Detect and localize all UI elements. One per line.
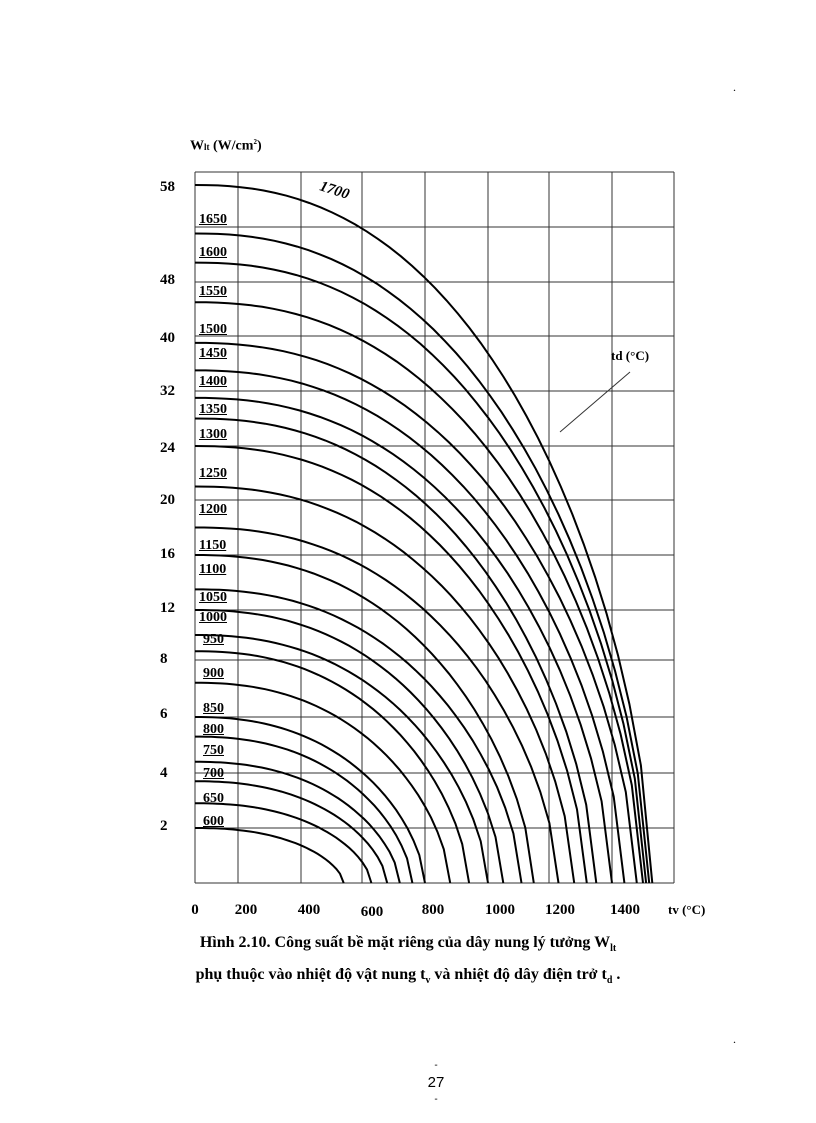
- curve-label: 1350: [199, 402, 227, 417]
- y-axis-title-end: ): [256, 138, 262, 154]
- curve-label: 1600: [199, 245, 227, 260]
- curve-label: 600: [203, 814, 224, 829]
- y-tick: 16: [160, 546, 175, 562]
- y-axis-title-sup: 2: [253, 138, 257, 146]
- curve-td-600: [195, 827, 345, 884]
- y-tick: 8: [160, 651, 168, 667]
- curve-td-1500: [195, 341, 638, 884]
- curve-label: 900: [203, 666, 224, 681]
- td-leader-line: [559, 371, 631, 433]
- caption-sub: v: [425, 975, 431, 987]
- curve-td-850: [195, 716, 426, 884]
- curve-label: 1200: [199, 502, 227, 517]
- curve-td-1700: [194, 184, 654, 884]
- curve-label: 700: [203, 766, 224, 781]
- curve-label: 800: [203, 722, 224, 737]
- y-tick: 4: [160, 765, 168, 781]
- caption-text: .: [612, 966, 621, 983]
- curve-label: 750: [203, 743, 224, 758]
- curve-td-1450: [195, 369, 626, 884]
- curve-td-800: [195, 735, 414, 884]
- grid-lines: [194, 171, 675, 884]
- curve-td-1150: [195, 554, 535, 884]
- curve-label: 1650: [199, 212, 227, 227]
- y-tick: 24: [160, 440, 175, 456]
- y-axis-title-unit: (W/cm: [209, 138, 254, 154]
- curve-label: 1150: [199, 538, 227, 553]
- y-tick: 48: [160, 272, 175, 288]
- curve-label: 1500: [199, 322, 227, 337]
- page-dot-top: .: [733, 80, 736, 94]
- curve-td-900: [195, 681, 452, 884]
- curve-label: 1000: [199, 610, 227, 625]
- y-tick: 6: [160, 706, 168, 722]
- curve-td-1650: [194, 232, 651, 884]
- x-axis-unit-label: tv (°C): [668, 902, 706, 917]
- curve-label: 650: [203, 791, 224, 806]
- caption-sub: d: [606, 975, 613, 987]
- curve-label: 1400: [199, 374, 227, 389]
- curve-td-1550: [195, 301, 644, 884]
- y-axis-title: Wlt (W/cm2): [190, 138, 262, 155]
- x-tick: 800: [421, 902, 445, 918]
- curve-td-1400: [195, 396, 613, 884]
- caption-text: và nhiệt độ dây điện trở t: [430, 966, 607, 983]
- caption-sub: lt: [610, 943, 617, 955]
- y-axis-title-sub: lt: [204, 141, 210, 152]
- x-tick: 200: [234, 902, 258, 918]
- figure-caption-line-1: Hình 2.10. Công suất bề mặt riêng của dâ…: [0, 934, 816, 954]
- curve-label: 1550: [199, 284, 227, 299]
- curve-td-1250: [194, 485, 576, 884]
- y-tick: 20: [160, 492, 175, 508]
- page-dash-top: -: [434, 1060, 438, 1071]
- x-tick: 600: [360, 904, 384, 920]
- page-dash-bottom: -: [434, 1094, 438, 1105]
- curve-td-1350: [194, 417, 598, 884]
- curve-label: 1450: [199, 346, 227, 361]
- x-tick: 1000: [485, 902, 515, 918]
- curve-td-1100: [195, 588, 523, 884]
- y-tick: 12: [160, 600, 175, 616]
- y-tick: 2: [160, 818, 168, 834]
- caption-text: phụ thuộc vào nhiệt độ vật nung t: [195, 966, 426, 983]
- y-tick: 40: [160, 330, 175, 346]
- figure-caption-line-2: phụ thuộc vào nhiệt độ vật nung tv và nh…: [0, 966, 816, 986]
- page-dot-bottom: .: [733, 1032, 736, 1046]
- page-number: 27: [427, 1074, 445, 1091]
- y-axis-title-main: W: [190, 138, 204, 154]
- curve-td-1000: [195, 634, 489, 884]
- curve-td-950: [195, 650, 471, 884]
- curve-label: 1050: [199, 590, 227, 605]
- x-tick: 1400: [610, 902, 640, 918]
- curve-label: 850: [203, 701, 224, 716]
- curve-label: 950: [203, 632, 224, 647]
- curve-td-1600: [194, 261, 648, 884]
- td-annotation: td (°C): [611, 348, 650, 363]
- caption-text: Hình 2.10. Công suất bề mặt riêng của dâ…: [199, 934, 611, 951]
- curves: [194, 184, 654, 884]
- curve-td-1050: [195, 609, 505, 884]
- curve-td-700: [195, 780, 389, 884]
- y-tick: 58: [160, 179, 175, 195]
- curve-td-1300: [194, 445, 588, 884]
- curve-label: 1250: [199, 466, 227, 481]
- x-tick: 0: [191, 902, 199, 918]
- curve-td-750: [195, 760, 401, 884]
- y-tick: 32: [160, 383, 175, 399]
- curve-label: 1100: [199, 562, 227, 577]
- x-tick: 400: [297, 902, 321, 918]
- curve-td-1200: [195, 526, 560, 884]
- curve-label: 1300: [199, 427, 227, 442]
- curve-td-650: [195, 802, 373, 884]
- x-tick: 1200: [545, 902, 575, 918]
